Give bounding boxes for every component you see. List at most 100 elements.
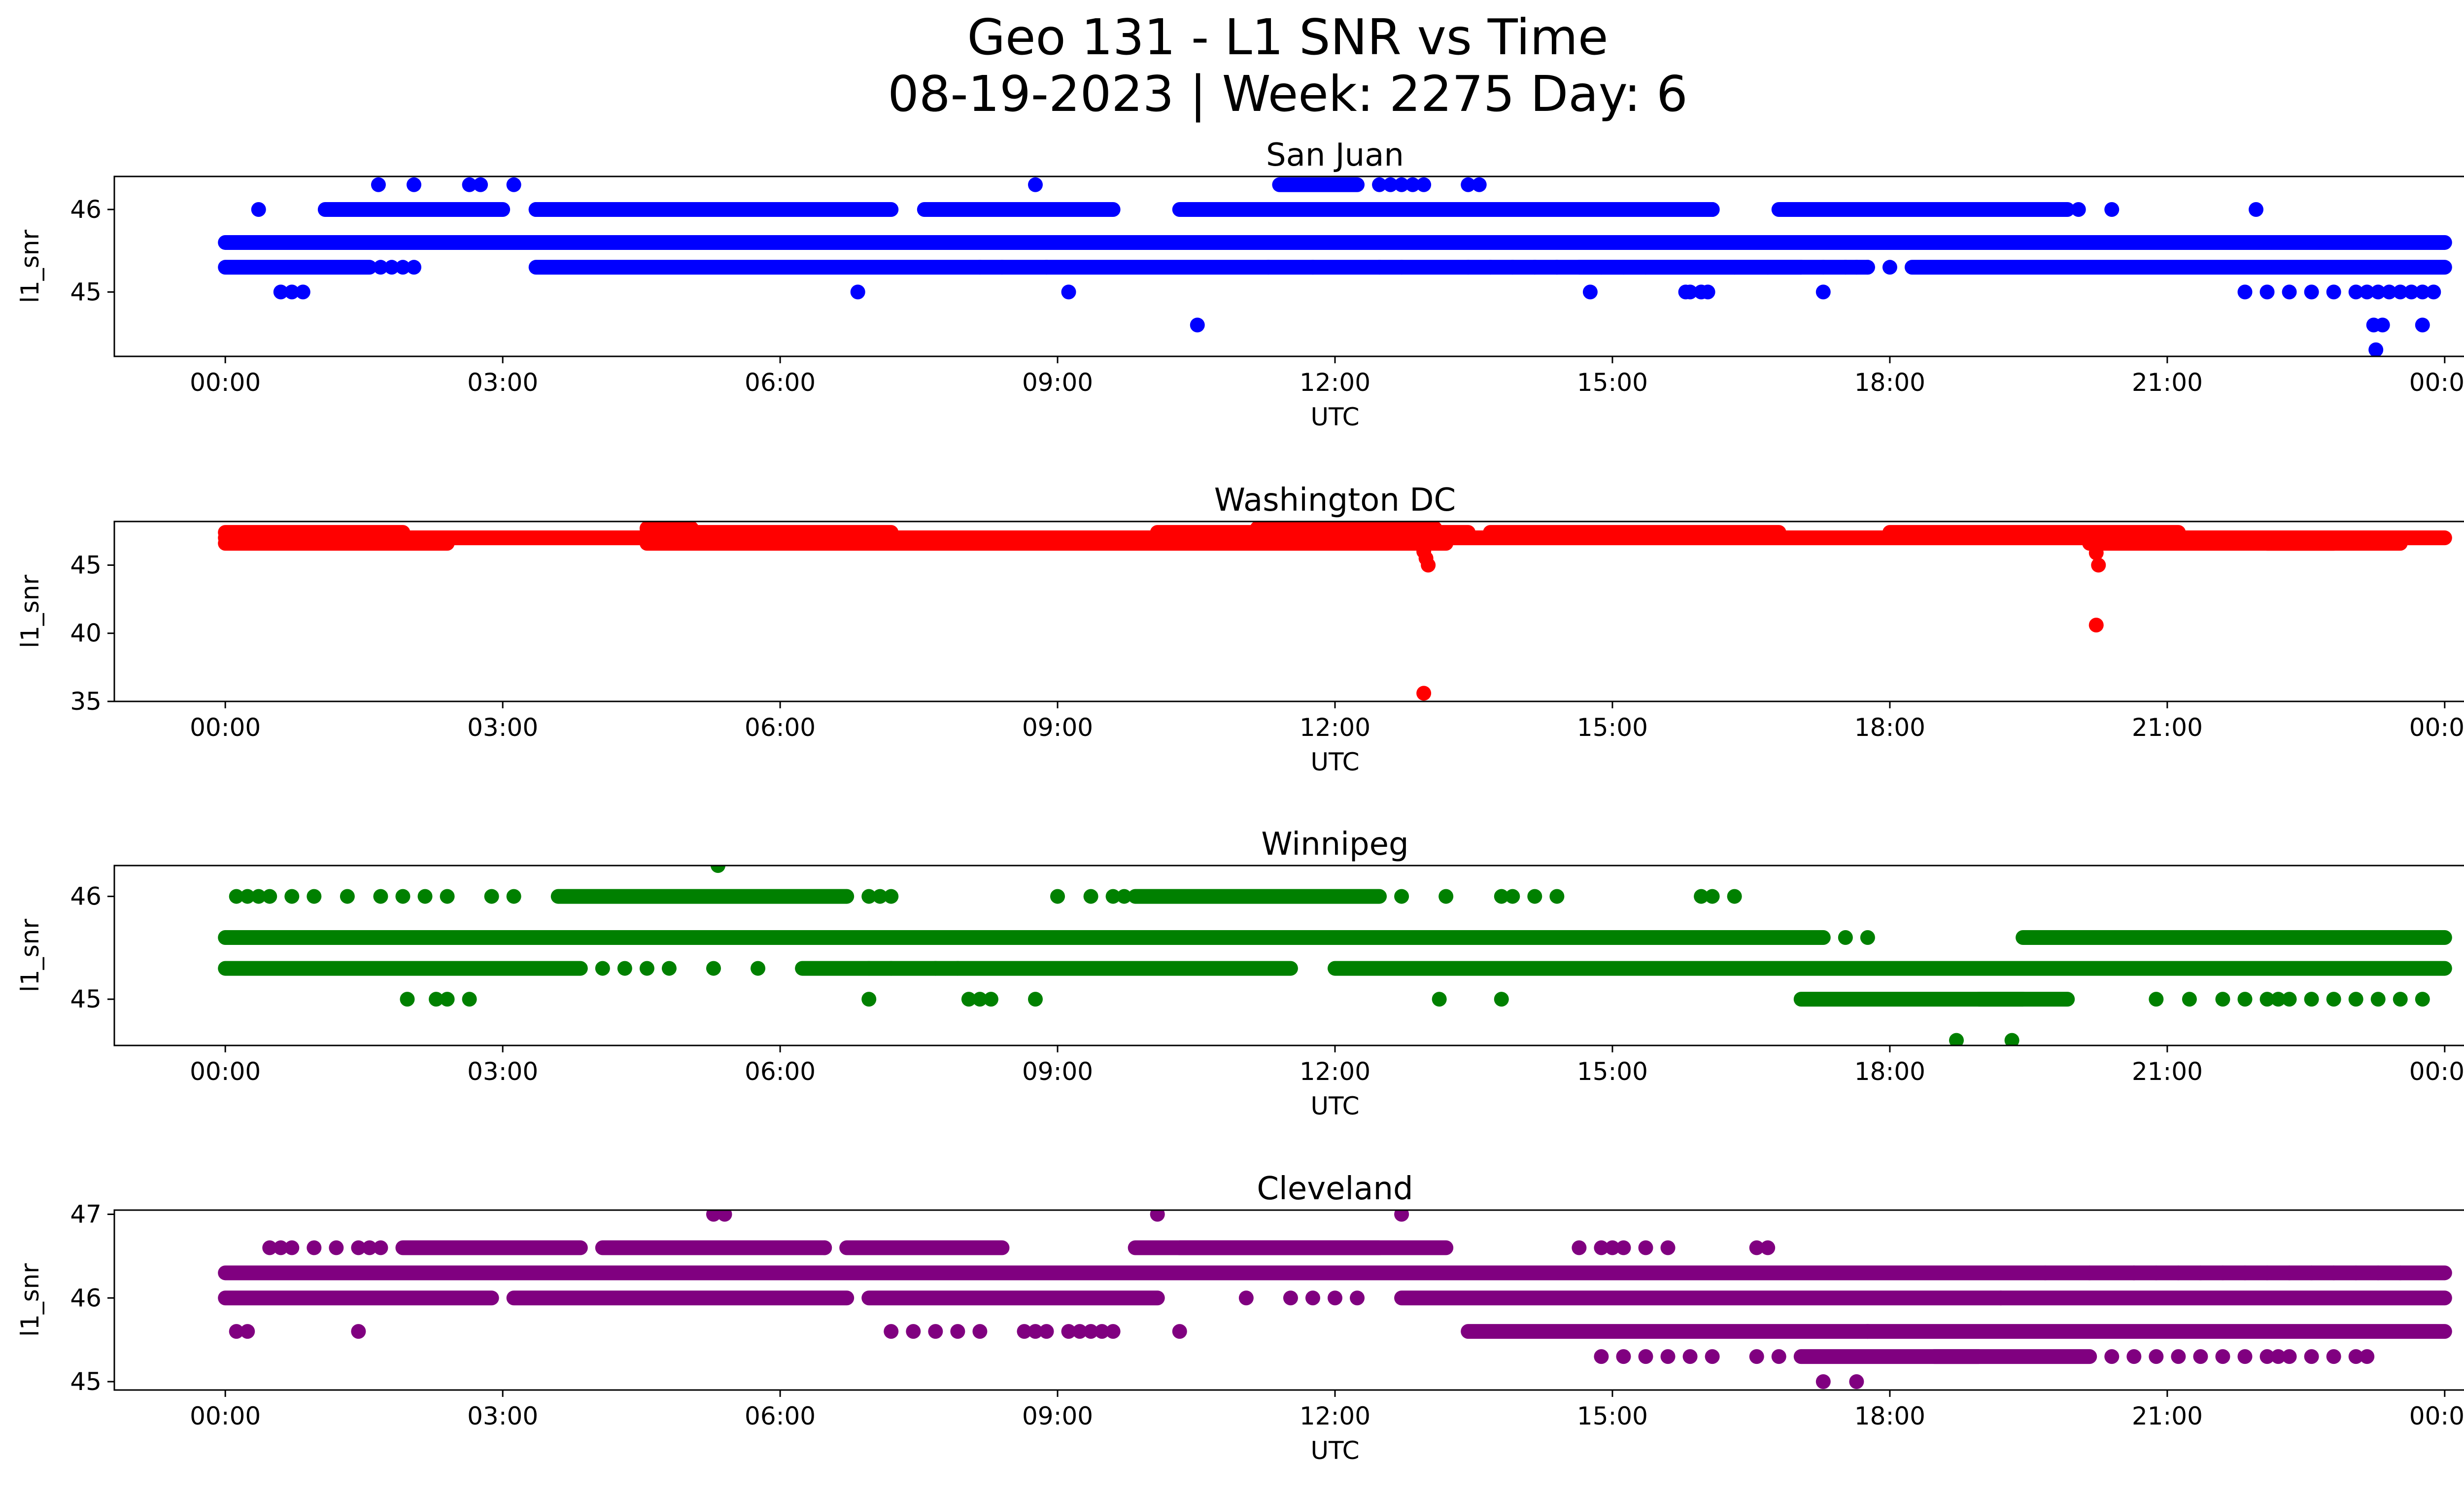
data-run <box>528 260 1054 275</box>
data-point <box>1572 1240 1587 1255</box>
data-point <box>2304 992 2319 1007</box>
data-point <box>528 202 544 217</box>
data-point <box>1394 889 1409 904</box>
data-point <box>1061 1324 1076 1339</box>
data-point <box>710 866 725 873</box>
data-point <box>1605 1240 1620 1255</box>
data-point <box>1971 202 1986 217</box>
data-run <box>639 522 699 536</box>
data-point <box>429 992 444 1007</box>
data-point <box>373 1240 388 1255</box>
data-point <box>1394 177 1409 192</box>
data-point <box>617 961 632 976</box>
data-point <box>1771 1349 1786 1364</box>
data-point <box>1383 177 1398 192</box>
subplot-2: Winnipeg 00:00 03:00 06:00 09:00 12:00 15:00 18… <box>16 826 2464 1120</box>
data-point <box>1305 260 1320 275</box>
data-point <box>950 961 965 976</box>
data-point <box>884 1324 899 1339</box>
data-point <box>2259 992 2275 1007</box>
data-point <box>229 1324 244 1339</box>
data-point <box>961 992 976 1007</box>
data-point <box>1494 992 1509 1007</box>
data-point <box>2104 1349 2120 1364</box>
data-point <box>1882 202 1897 217</box>
x-tick-label: 09:00 <box>1022 713 1093 742</box>
data-point <box>2382 284 2397 300</box>
data-point <box>2215 1349 2230 1364</box>
data-point <box>1028 992 1043 1007</box>
data-point <box>1616 1240 1631 1255</box>
data-point <box>550 202 566 217</box>
x-tick-label: 03:00 <box>467 368 538 397</box>
data-run <box>861 1290 1165 1306</box>
data-point <box>240 889 255 904</box>
data-run <box>2259 536 2408 551</box>
data-point <box>2415 284 2430 300</box>
x-tick-label: 00:00 <box>2409 1402 2464 1430</box>
data-point <box>972 260 988 275</box>
data-point <box>406 260 421 275</box>
data-point <box>1461 260 1476 275</box>
data-point <box>884 889 899 904</box>
data-point <box>1793 260 1809 275</box>
data-point <box>2149 1265 2164 1281</box>
data-point <box>1582 284 1598 300</box>
subplot-title: San Juan <box>1266 137 1404 174</box>
x-tick-label: 00:00 <box>2409 1057 2464 1086</box>
data-point <box>1372 177 1387 192</box>
data-point <box>950 1324 965 1339</box>
y-axis-label: l1_snr <box>16 230 44 303</box>
data-point <box>1105 1324 1121 1339</box>
data-point <box>1860 260 1875 275</box>
data-run <box>218 235 2452 250</box>
data-run <box>917 202 1121 217</box>
data-point <box>2182 992 2197 1007</box>
data-point <box>1350 1290 1365 1306</box>
data-point <box>1416 177 1432 192</box>
data-run <box>1483 525 1786 540</box>
data-point <box>983 992 998 1007</box>
data-point <box>1727 260 1742 275</box>
data-point <box>1749 1240 1764 1255</box>
data-run <box>1039 260 1565 275</box>
x-tick-label: 06:00 <box>745 368 816 397</box>
x-tick-label: 06:00 <box>745 713 816 742</box>
x-tick-label: 15:00 <box>1577 368 1648 397</box>
data-point <box>1727 889 1742 904</box>
data-run <box>795 961 1298 976</box>
data-marks <box>218 1210 2452 1390</box>
data-point <box>2304 1265 2319 1281</box>
data-point <box>1372 260 1387 275</box>
data-point <box>717 1210 732 1222</box>
data-point <box>2237 992 2253 1007</box>
data-point <box>273 1240 288 1255</box>
data-point <box>251 202 266 217</box>
data-point <box>295 284 310 300</box>
data-point <box>1238 1290 1254 1306</box>
data-point <box>2304 1349 2319 1364</box>
data-point <box>395 889 411 904</box>
data-point <box>1638 1349 1653 1364</box>
data-point <box>1815 202 1831 217</box>
data-point <box>1472 177 1487 192</box>
data-point <box>2326 1265 2341 1281</box>
y-axis-label: l1_snr <box>16 1263 44 1337</box>
data-point <box>706 961 721 976</box>
data-point <box>284 1240 300 1255</box>
data-point <box>307 889 322 904</box>
data-point <box>1505 260 1520 275</box>
data-run <box>1793 992 2031 1007</box>
data-point <box>2393 992 2408 1007</box>
data-point <box>2038 202 2053 217</box>
x-tick-label: 00:00 <box>2409 713 2464 742</box>
figure-title-line-2: 08-19-2023 | Week: 2275 Day: 6 <box>888 65 1687 123</box>
data-point <box>1860 930 1875 945</box>
data-point <box>262 889 277 904</box>
data-point <box>1083 889 1098 904</box>
subplot-0: San Juan 00:00 03:00 06:00 09:00 12:00 15:00 18… <box>16 137 2464 431</box>
data-run <box>218 930 1831 945</box>
data-run <box>1882 525 2186 540</box>
data-point <box>1815 1374 1831 1390</box>
x-tick-label: 00:00 <box>190 1402 261 1430</box>
